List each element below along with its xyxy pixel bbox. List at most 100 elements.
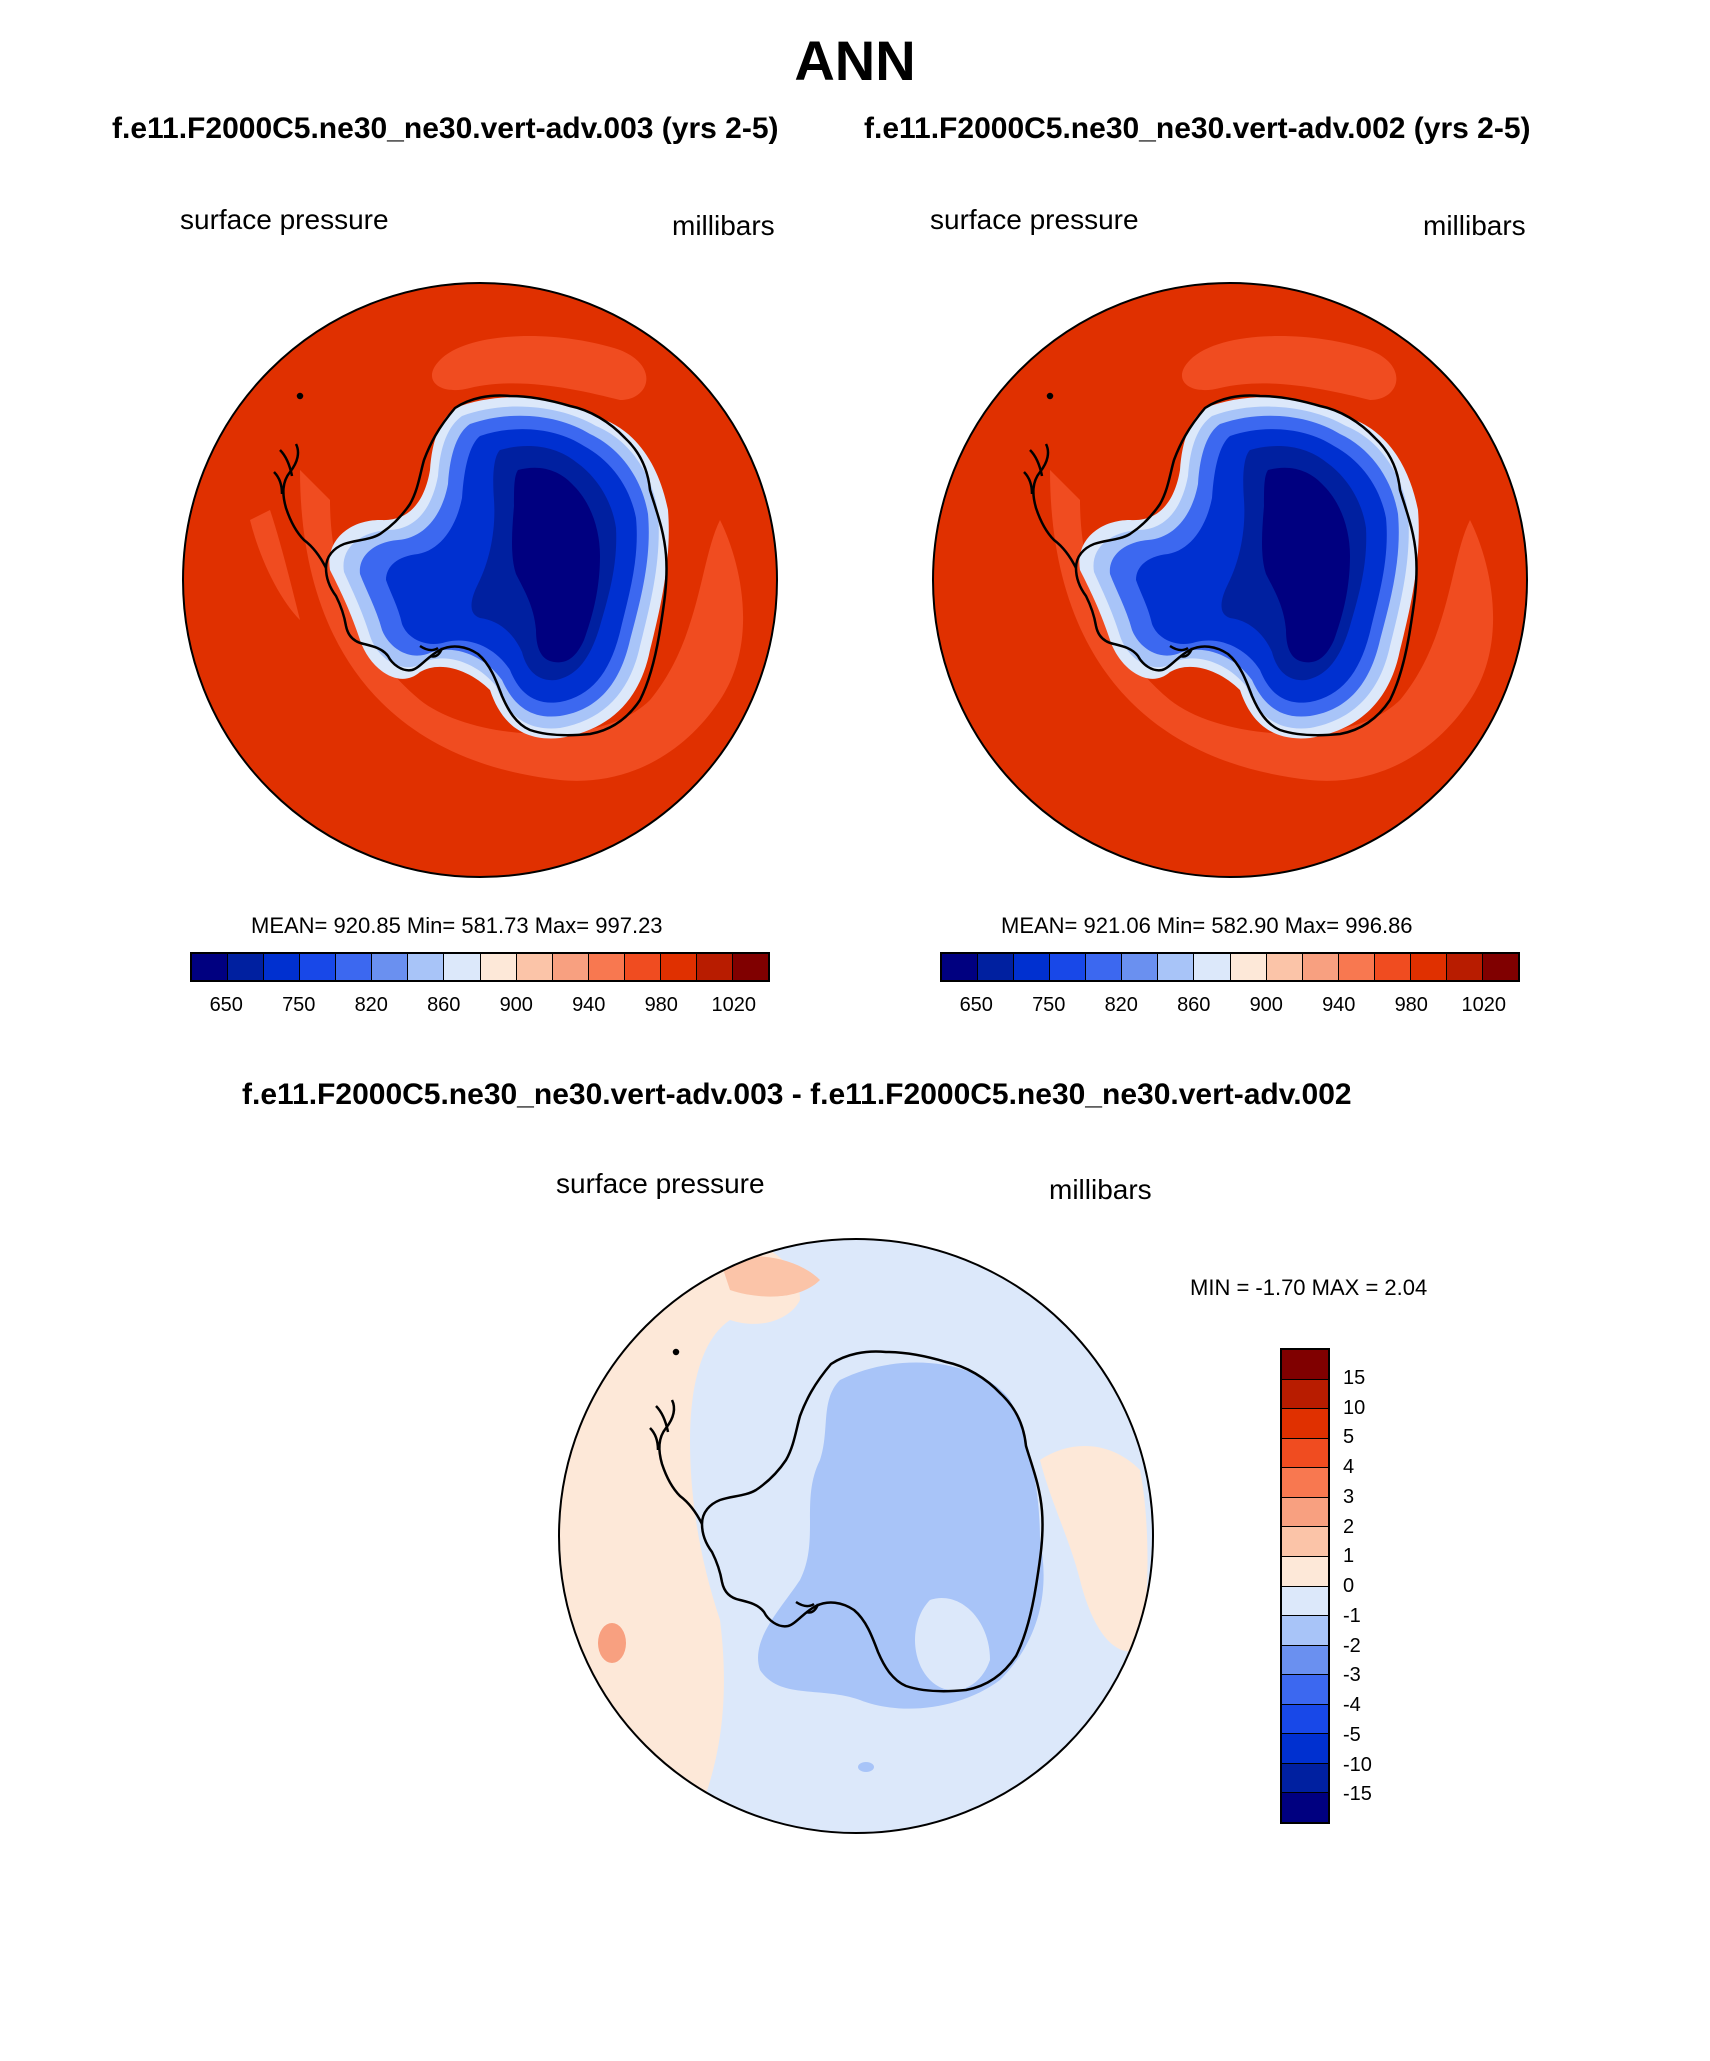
colorbar-tick-label: -5 [1343, 1723, 1361, 1746]
colorbar-swatch [1282, 1675, 1328, 1705]
panel-2-colorbar-ticks: 650 750 820 860 900 940 980 1020 [940, 994, 1520, 1024]
colorbar-swatch [732, 954, 768, 980]
colorbar-swatch [1014, 954, 1051, 980]
colorbar-swatch [1282, 1468, 1328, 1498]
colorbar-tick-label: 1 [1343, 1545, 1355, 1568]
panel-1-variable-label: surface pressure [180, 204, 389, 235]
panel-2-colorbar [940, 952, 1520, 982]
colorbar-swatch [192, 954, 229, 980]
colorbar-swatch [1446, 954, 1483, 980]
colorbar-swatch [1282, 1704, 1328, 1735]
panel-2-variable-label: surface pressure [930, 204, 1139, 235]
panel-2-heading: f.e11.F2000C5.ne30_ne30.vert-adv.002 (yr… [864, 112, 1531, 145]
panel-1-colorbar-ticks: 650 750 820 860 900 940 980 1020 [190, 994, 770, 1024]
colorbar-tick-label: 10 [1343, 1396, 1366, 1419]
colorbar-tick-label: 0 [1343, 1575, 1355, 1597]
colorbar-swatch [1282, 1586, 1328, 1617]
colorbar-swatch [1282, 1409, 1328, 1439]
colorbar-tick-label: 750 [282, 994, 316, 1016]
colorbar-tick-label: 940 [572, 994, 606, 1016]
colorbar-swatch [1282, 1438, 1328, 1469]
colorbar-swatch [264, 954, 301, 980]
colorbar-tick-label: 980 [1394, 994, 1428, 1016]
panel-1-map [183, 283, 777, 877]
colorbar-swatch [1338, 954, 1375, 980]
colorbar-swatch [660, 954, 697, 980]
colorbar-swatch [480, 954, 517, 980]
panel-1-heading: f.e11.F2000C5.ne30_ne30.vert-adv.003 (yr… [112, 112, 779, 145]
colorbar-swatch [1282, 1645, 1328, 1676]
colorbar-swatch [1282, 1793, 1328, 1822]
colorbar-swatch [1158, 954, 1195, 980]
colorbar-swatch [1230, 954, 1267, 980]
colorbar-swatch [336, 954, 373, 980]
panel-1-units-label: millibars [672, 210, 775, 241]
diff-colorbar [1280, 1348, 1330, 1824]
colorbar-swatch [1482, 954, 1518, 980]
colorbar-swatch [1410, 954, 1447, 980]
colorbar-tick-label: -10 [1343, 1753, 1372, 1776]
colorbar-swatch [1302, 954, 1339, 980]
diff-panel-units-label: millibars [1049, 1174, 1152, 1205]
colorbar-tick-label: -3 [1343, 1664, 1361, 1687]
colorbar-tick-label: 860 [1177, 994, 1211, 1016]
panel-1-stats: MEAN= 920.85 Min= 581.73 Max= 997.23 [251, 913, 663, 938]
colorbar-swatch [552, 954, 589, 980]
colorbar-swatch [444, 954, 481, 980]
colorbar-swatch [1122, 954, 1159, 980]
colorbar-swatch [1282, 1734, 1328, 1764]
colorbar-tick-label: 980 [644, 994, 678, 1016]
colorbar-swatch [1282, 1350, 1328, 1380]
colorbar-tick-label: 5 [1343, 1426, 1355, 1449]
colorbar-tick-label: 750 [1032, 994, 1066, 1016]
colorbar-swatch [1374, 954, 1411, 980]
diff-panel-variable-label: surface pressure [556, 1168, 765, 1199]
colorbar-swatch [1282, 1556, 1328, 1587]
colorbar-tick-label: 2 [1343, 1515, 1355, 1538]
colorbar-swatch [978, 954, 1015, 980]
panel-1-colorbar [190, 952, 770, 982]
colorbar-swatch [228, 954, 265, 980]
colorbar-swatch [1282, 1527, 1328, 1557]
diff-panel-stats: MIN = -1.70 MAX = 2.04 [1190, 1275, 1428, 1300]
panel-2-units-label: millibars [1423, 210, 1526, 241]
colorbar-swatch [624, 954, 661, 980]
colorbar-tick-label: 3 [1343, 1485, 1355, 1508]
diff-panel-map [559, 1239, 1153, 1833]
colorbar-swatch [1282, 1497, 1328, 1528]
colorbar-tick-label: 1020 [1461, 994, 1507, 1016]
figure-title: ANN [794, 29, 916, 92]
colorbar-swatch [300, 954, 337, 980]
colorbar-tick-label: 820 [1104, 994, 1138, 1016]
panel-2-map [933, 283, 1527, 877]
colorbar-tick-label: -2 [1343, 1634, 1361, 1657]
colorbar-tick-label: -1 [1343, 1604, 1361, 1627]
colorbar-tick-label: 940 [1322, 994, 1356, 1016]
colorbar-tick-label: 4 [1343, 1456, 1355, 1478]
colorbar-swatch [1282, 1379, 1328, 1410]
diff-colorbar-ticks: 15 10 5 4 3 2 1 0 -1 -2 -3 -4 -5 -10 -15 [1343, 1348, 1423, 1824]
colorbar-swatch [588, 954, 625, 980]
colorbar-tick-label: -15 [1343, 1783, 1372, 1806]
diff-panel-heading: f.e11.F2000C5.ne30_ne30.vert-adv.003 - f… [242, 1078, 1352, 1111]
colorbar-swatch [1194, 954, 1231, 980]
colorbar-tick-label: 650 [959, 994, 993, 1016]
colorbar-swatch [1050, 954, 1087, 980]
colorbar-tick-label: 900 [499, 994, 533, 1016]
colorbar-swatch [942, 954, 979, 980]
colorbar-tick-label: 15 [1343, 1366, 1366, 1389]
colorbar-tick-label: 820 [354, 994, 388, 1016]
colorbar-tick-label: -4 [1343, 1694, 1361, 1716]
colorbar-swatch [1086, 954, 1123, 980]
colorbar-swatch [1266, 954, 1303, 980]
colorbar-tick-label: 860 [427, 994, 461, 1016]
colorbar-swatch [408, 954, 445, 980]
colorbar-swatch [1282, 1616, 1328, 1646]
panel-2-stats: MEAN= 921.06 Min= 582.90 Max= 996.86 [1001, 913, 1413, 938]
colorbar-swatch [516, 954, 553, 980]
colorbar-swatch [696, 954, 733, 980]
colorbar-tick-label: 650 [209, 994, 243, 1016]
colorbar-tick-label: 1020 [711, 994, 757, 1016]
colorbar-tick-label: 900 [1249, 994, 1283, 1016]
